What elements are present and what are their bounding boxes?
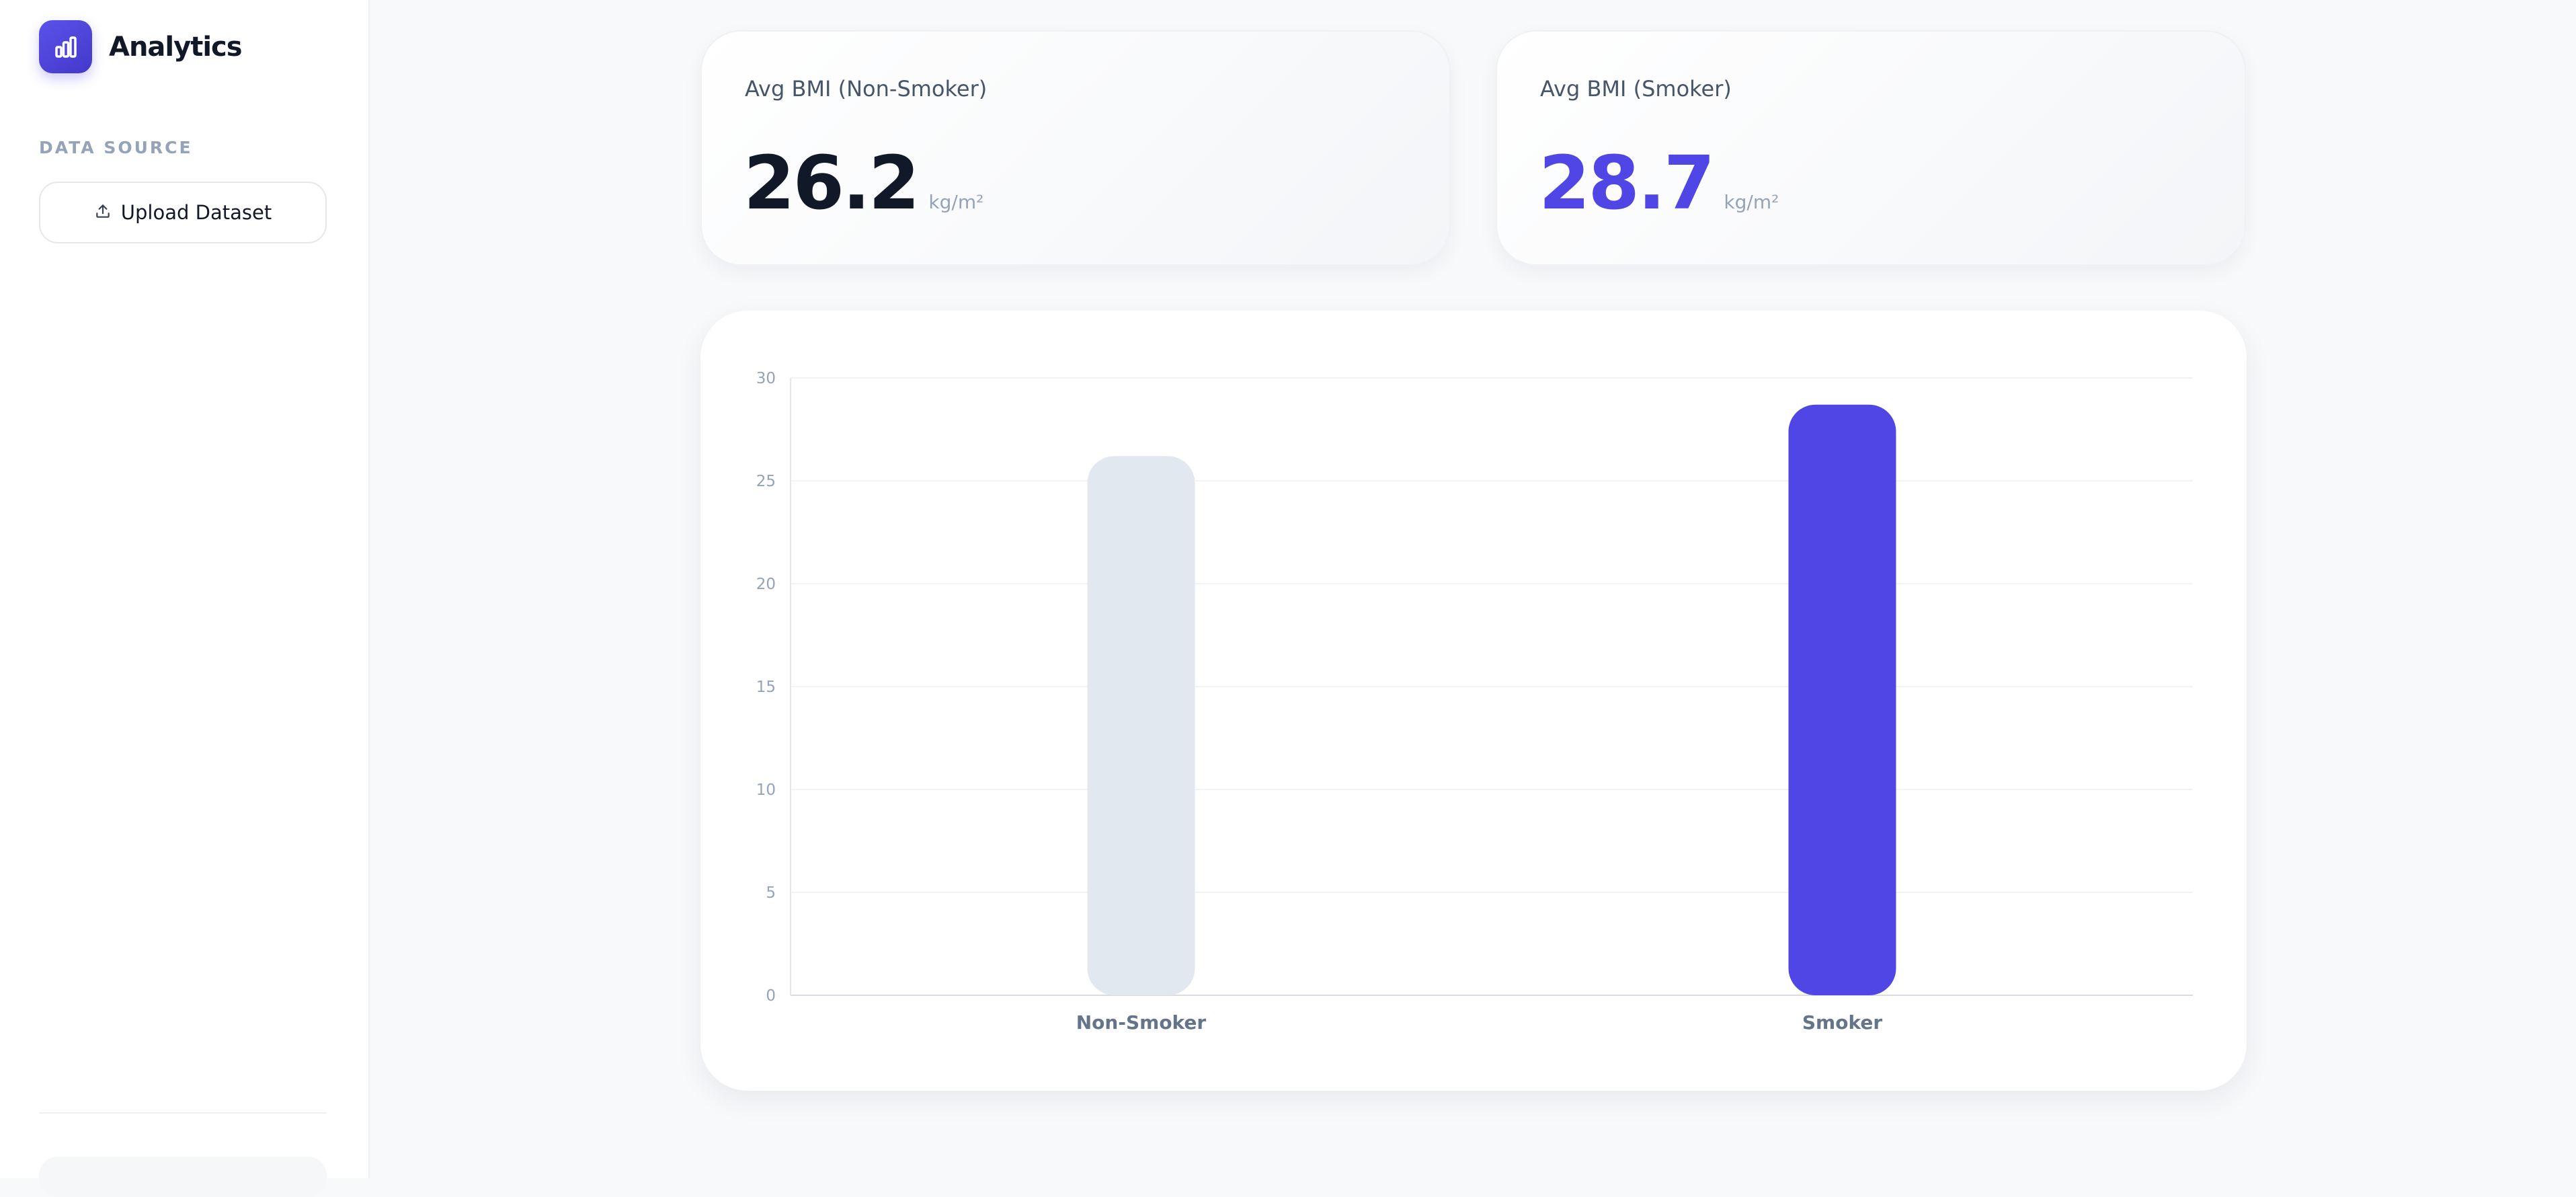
- y-tick-label: 25: [756, 473, 776, 490]
- y-tick-label: 10: [756, 781, 776, 799]
- app-title: Analytics: [109, 31, 243, 63]
- upload-icon: [94, 202, 112, 223]
- stat-value-row: 28.7 kg/m²: [1539, 146, 1779, 220]
- stat-unit: kg/m²: [1724, 191, 1779, 213]
- sidebar-footer-card: [39, 1157, 327, 1197]
- x-category-label: Non-Smoker: [1076, 1011, 1207, 1034]
- bar-chart-icon: [39, 20, 92, 73]
- brand: Analytics: [39, 20, 243, 73]
- stat-unit: kg/m²: [928, 191, 984, 213]
- y-tick-label: 30: [756, 370, 776, 387]
- stat-value: 26.2: [743, 140, 920, 226]
- x-category-label: Smoker: [1802, 1011, 1882, 1034]
- y-tick-label: 20: [756, 576, 776, 593]
- bmi-bar-chart: 0 5 10 15 20 25 30 Non-Smoker Smoker: [756, 370, 2193, 1034]
- bar-non-smoker: [1087, 456, 1195, 995]
- upload-dataset-label: Upload Dataset: [120, 201, 272, 224]
- y-tick-label: 0: [766, 987, 776, 1005]
- y-tick-label: 5: [766, 884, 776, 902]
- stat-title: Avg BMI (Non-Smoker): [745, 76, 988, 102]
- stat-value-row: 26.2 kg/m²: [743, 146, 983, 220]
- stat-card-non-smoker: Avg BMI (Non-Smoker) 26.2 kg/m²: [700, 30, 1451, 266]
- data-source-label: DATA SOURCE: [39, 138, 193, 157]
- sidebar-divider: [39, 1112, 327, 1114]
- stat-card-smoker: Avg BMI (Smoker) 28.7 kg/m²: [1496, 30, 2246, 266]
- bar-smoker: [1788, 404, 1896, 995]
- stat-value: 28.7: [1539, 140, 1715, 226]
- sidebar: Analytics DATA SOURCE Upload Dataset: [0, 0, 370, 1197]
- upload-dataset-button[interactable]: Upload Dataset: [39, 182, 327, 243]
- stat-title: Avg BMI (Smoker): [1540, 76, 1732, 102]
- bmi-chart-card: 0 5 10 15 20 25 30 Non-Smoker Smoker: [700, 311, 2247, 1091]
- y-tick-label: 15: [756, 679, 776, 696]
